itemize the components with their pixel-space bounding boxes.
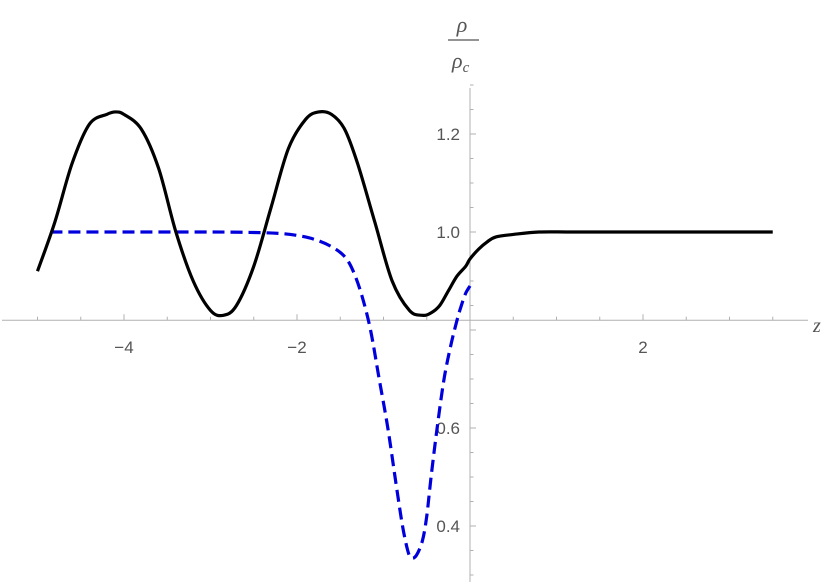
y-axis-label-numerator: ρ [456,12,468,37]
axis-ticks [37,84,774,576]
y-tick-label: 0.4 [436,517,460,536]
y-tick-label: 0.6 [436,419,460,438]
x-tick-label: −4 [114,338,133,357]
tick-labels: −4 −2 2 0.4 0.6 1.0 1.2 [114,125,647,536]
x-tick-label: −2 [287,338,306,357]
x-axis-label: z [812,315,821,337]
y-axis-label-denominator: ρc [451,48,470,76]
y-tick-label: 1.0 [436,223,460,242]
y-axis-label-denominator-subscript: c [463,60,470,76]
dashed-series-line [50,230,472,560]
y-axis-label: ρ ρc [448,12,479,76]
y-axis-label-denominator-base: ρ [451,48,463,73]
series-layer [35,109,773,560]
solid-series-line [35,109,773,318]
x-tick-label: 2 [638,338,647,357]
y-tick-label: 1.2 [436,125,460,144]
